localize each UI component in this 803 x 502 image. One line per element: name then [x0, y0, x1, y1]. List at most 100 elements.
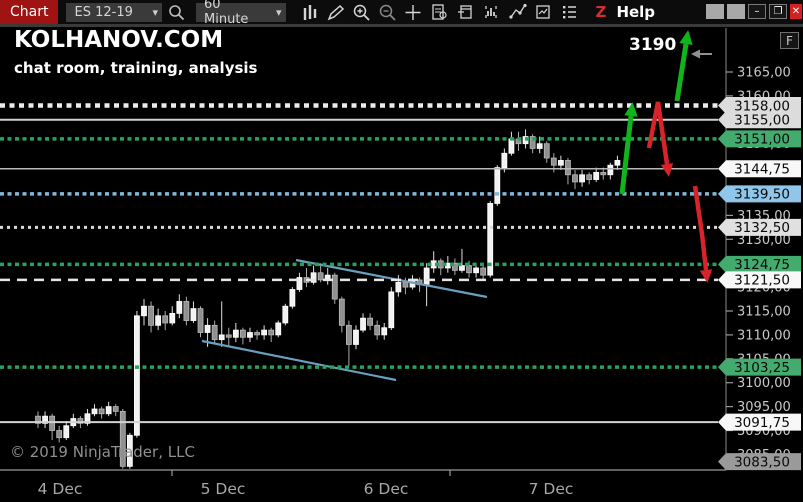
price-tag: 3158,00: [718, 96, 801, 114]
candle-body: [56, 430, 63, 439]
price-tag-label: 3151,00: [734, 132, 790, 148]
price-axis-label: 3165,00: [737, 66, 791, 81]
candle-body: [423, 267, 430, 286]
search-icon[interactable]: [164, 1, 188, 23]
candle-body: [190, 308, 197, 321]
candle-body: [91, 408, 98, 415]
price-tag-label: 3121,50: [734, 273, 790, 289]
candle-body: [204, 324, 211, 333]
candle-body: [169, 312, 176, 324]
candle-body: [197, 308, 204, 333]
tab-chart[interactable]: Chart: [0, 0, 59, 24]
price-axis-label: 3100,00: [737, 376, 791, 391]
candle-body: [247, 332, 253, 338]
minimize-button[interactable]: –: [748, 4, 766, 19]
price-tag-shape: [718, 96, 801, 114]
candle-body: [105, 406, 112, 415]
date-label: 6 Dec: [364, 480, 409, 498]
crosshair-icon[interactable]: [402, 1, 426, 23]
candle-body: [134, 315, 140, 436]
ninjatrader-watermark: © 2019 NinjaTrader, LLC: [10, 443, 195, 461]
close-button[interactable]: ✕: [790, 4, 802, 19]
candle-body: [148, 305, 154, 326]
price-tag-shape: [718, 358, 801, 376]
price-axis-label: 3110,00: [737, 328, 791, 343]
red-breakdown-arrow-head: [699, 269, 713, 283]
help-menu[interactable]: Help: [616, 3, 656, 21]
candle-body: [112, 406, 119, 412]
price-tag-label: 3124,75: [734, 257, 790, 273]
candle-body: [155, 315, 162, 326]
price-tag-label: 3144,75: [734, 162, 790, 178]
candle-body: [487, 203, 494, 276]
candle-body: [508, 138, 515, 154]
candle-body: [126, 434, 133, 467]
candle-body: [268, 329, 275, 336]
price-tag: 3124,75: [718, 255, 801, 273]
green-up-arrow-2: [674, 43, 689, 102]
candle-body: [289, 289, 296, 307]
candle-body: [543, 143, 550, 159]
instrument-selector[interactable]: ES 12-19 ▾: [66, 2, 163, 22]
candle-body: [451, 262, 458, 271]
indicators-icon[interactable]: [480, 1, 504, 23]
price-tag: 3132,50: [718, 218, 801, 236]
candle-body: [218, 334, 225, 341]
candle-body: [84, 413, 91, 424]
candle-body: [374, 324, 381, 336]
candle-body: [360, 317, 366, 331]
price-tag-shape: [718, 185, 801, 203]
price-tag-label: 3091,75: [734, 415, 790, 431]
data-box-icon[interactable]: [454, 1, 478, 23]
chevron-down-icon: ▾: [152, 5, 159, 19]
candle-body: [353, 329, 359, 345]
price-tag-label: 3132,50: [734, 220, 790, 236]
candle-body: [402, 281, 409, 288]
z-menu[interactable]: Z: [595, 3, 607, 21]
candle-body: [480, 267, 487, 276]
chart-style-icon[interactable]: [298, 1, 322, 23]
snapshot-icon[interactable]: [532, 1, 556, 23]
candle-body: [501, 152, 508, 168]
price-tag-shape: [718, 111, 801, 129]
maximize-button[interactable]: ❐: [769, 4, 787, 19]
zoom-in-icon[interactable]: [350, 1, 374, 23]
price-tag-shape: [718, 271, 801, 289]
trendline: [295, 258, 488, 299]
price-tag: 3091,75: [718, 413, 801, 431]
price-tag-shape: [718, 160, 801, 178]
red-pullback-arrow-head: [660, 163, 674, 177]
properties-icon[interactable]: [558, 1, 582, 23]
date-label: 7 Dec: [529, 480, 574, 498]
chart-trader-icon[interactable]: [428, 1, 452, 23]
candle-body: [162, 315, 169, 324]
zoom-out-icon[interactable]: [376, 1, 400, 23]
window-button-1[interactable]: [706, 4, 724, 19]
candle-body: [183, 301, 190, 321]
price-tag: 3121,50: [718, 271, 801, 289]
date-label: 4 Dec: [38, 480, 83, 498]
drawing-tools-icon[interactable]: [506, 1, 530, 23]
candle-body: [459, 265, 465, 271]
candle-body: [176, 301, 183, 314]
green-up-arrow-1: [619, 115, 634, 195]
draw-icon[interactable]: [324, 1, 348, 23]
interval-selector[interactable]: 60 Minute ▾: [196, 0, 286, 27]
candle-body: [600, 171, 607, 176]
candle-body: [586, 174, 593, 180]
candle-body: [119, 410, 126, 467]
price-tag: 3151,00: [718, 130, 801, 148]
red-pullback-arrow: [646, 101, 670, 165]
price-tag-label: 3083,50: [734, 454, 790, 470]
candle-body: [536, 143, 543, 149]
focus-button[interactable]: F: [780, 32, 799, 49]
candle-body: [607, 164, 614, 176]
candle-body: [565, 160, 571, 176]
candle-body: [395, 281, 402, 293]
candle-body: [232, 329, 239, 338]
candle-body: [275, 322, 282, 336]
window-button-2[interactable]: [727, 4, 745, 19]
price-axis-label: 3130,00: [737, 233, 791, 248]
